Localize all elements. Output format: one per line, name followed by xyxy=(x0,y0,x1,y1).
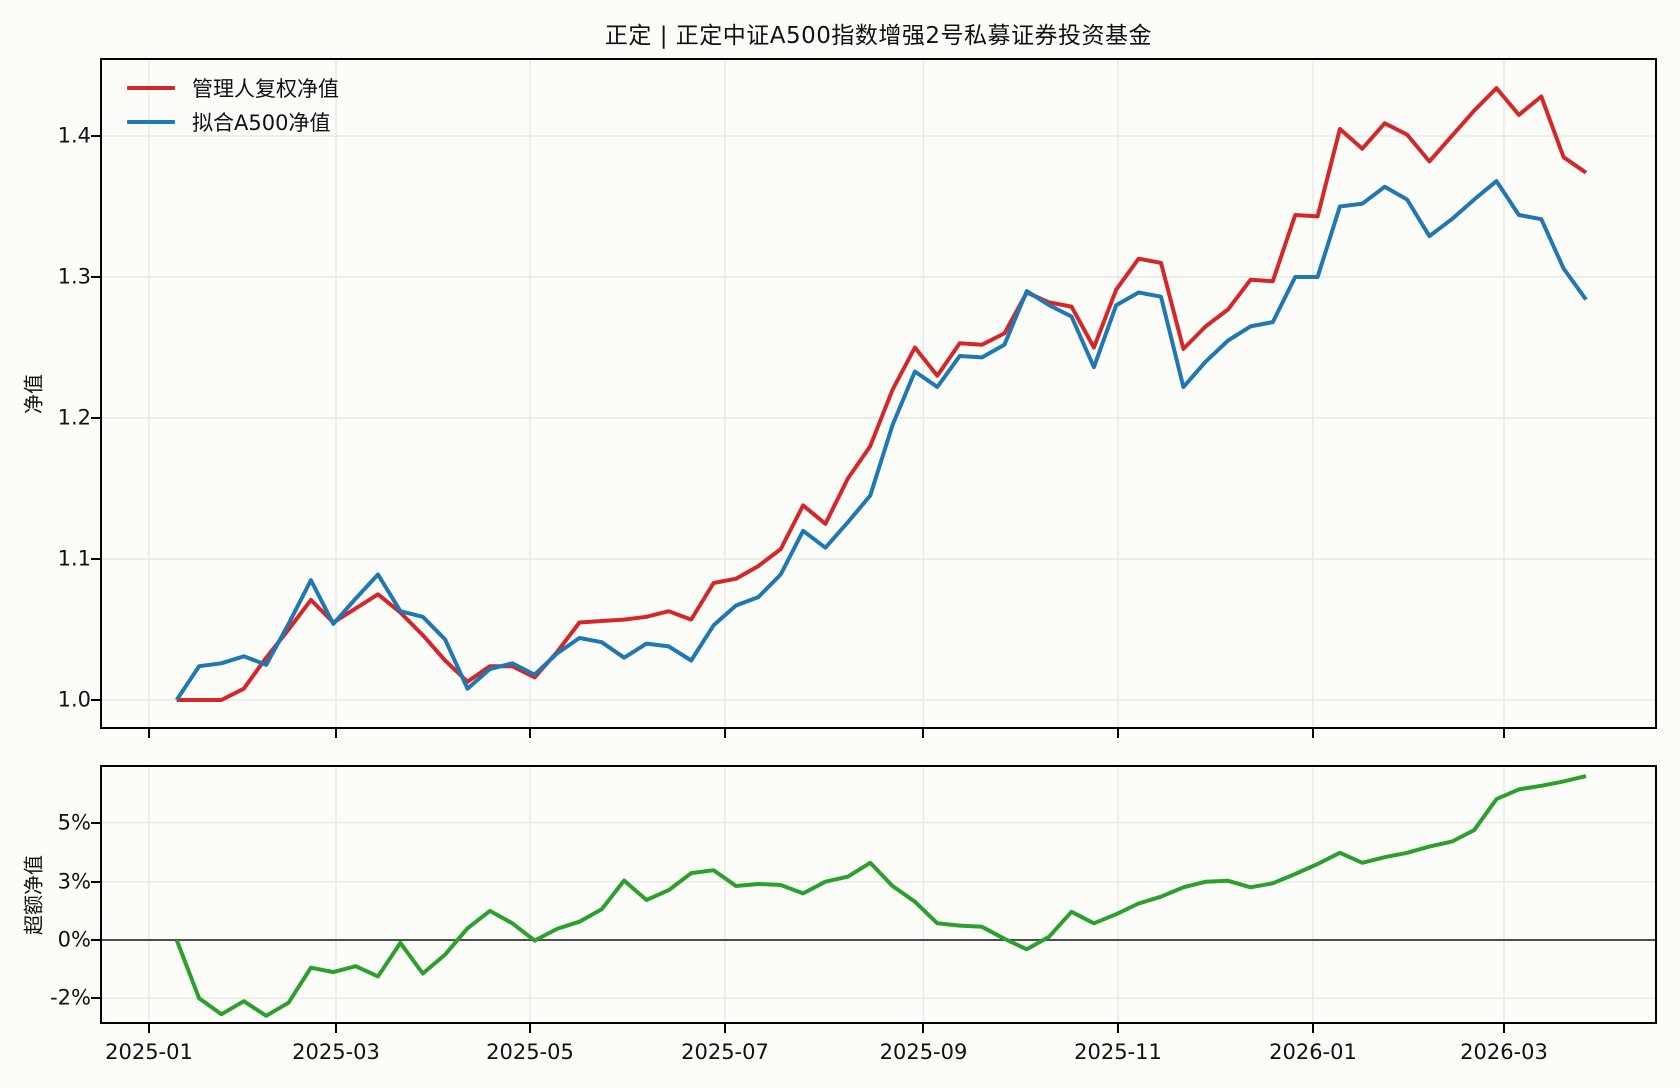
y-tick-label: 5% xyxy=(57,810,91,835)
y-tick-label: 1.2 xyxy=(57,405,91,430)
x-tick-mark xyxy=(147,729,150,738)
y-tick-label: 0% xyxy=(57,927,91,952)
y-tick-mark xyxy=(91,880,100,883)
x-tick-mark xyxy=(528,729,531,738)
x-tick-mark xyxy=(1502,1024,1505,1033)
x-tick-mark xyxy=(1116,1024,1119,1033)
y-tick-label: -2% xyxy=(50,985,91,1010)
fitted-index-line-swatch xyxy=(127,120,175,124)
x-tick-label: 2025-11 xyxy=(1074,1040,1162,1064)
x-tick-label: 2025-07 xyxy=(681,1040,769,1064)
series-line-excess xyxy=(174,774,1587,1018)
chart-title: 正定 | 正定中证A500指数增强2号私募证券投资基金 xyxy=(604,23,1153,49)
legend-label-fitted-index: 拟合A500净值 xyxy=(192,111,331,135)
y-tick-mark xyxy=(91,558,100,560)
x-tick-mark xyxy=(723,1024,726,1033)
panel-spine xyxy=(100,58,1657,729)
x-tick-label: 2026-03 xyxy=(1460,1040,1548,1064)
x-tick-label: 2025-03 xyxy=(292,1040,380,1064)
gridlines xyxy=(100,58,1657,729)
x-tick-mark xyxy=(1311,1024,1314,1033)
x-tick-mark xyxy=(528,1024,531,1033)
manager-nav-line-swatch xyxy=(127,86,175,90)
y-tick-label: 1.0 xyxy=(57,687,91,712)
gridlines xyxy=(100,765,1657,1024)
legend-label-manager-nav: 管理人复权净值 xyxy=(192,77,339,101)
excess-chart-panel xyxy=(100,765,1657,1024)
x-tick-mark xyxy=(723,729,726,738)
y-axis-title-excess: 超额净值 xyxy=(21,855,46,935)
y-tick-mark xyxy=(91,821,100,824)
x-tick-mark xyxy=(1116,729,1119,738)
series-line-fitted_index xyxy=(175,179,1588,702)
y-tick-label: 1.1 xyxy=(57,546,91,571)
y-tick-label: 3% xyxy=(57,869,91,894)
series-line-manager_nav xyxy=(176,86,1588,702)
legend: 管理人复权净值 拟合A500净值 xyxy=(127,71,339,139)
x-tick-mark xyxy=(922,729,925,738)
x-tick-label: 2025-09 xyxy=(879,1040,968,1064)
x-tick-mark xyxy=(1502,729,1505,738)
x-tick-label: 2026-01 xyxy=(1269,1040,1357,1064)
legend-item-fitted-index: 拟合A500净值 xyxy=(127,105,339,139)
y-tick-label: 1.3 xyxy=(57,264,91,289)
y-tick-mark xyxy=(91,417,100,419)
x-tick-mark xyxy=(335,729,337,738)
x-tick-label: 2025-05 xyxy=(486,1040,574,1064)
y-tick-mark xyxy=(91,699,100,701)
x-tick-mark xyxy=(147,1024,150,1033)
legend-item-manager-nav: 管理人复权净值 xyxy=(127,71,339,105)
x-tick-mark xyxy=(335,1024,337,1033)
y-tick-mark xyxy=(91,997,100,1000)
y-tick-label: 1.4 xyxy=(57,123,91,148)
x-tick-mark xyxy=(1311,729,1314,738)
y-tick-mark xyxy=(91,939,100,941)
x-tick-mark xyxy=(922,1024,925,1033)
y-tick-mark xyxy=(91,135,100,137)
nav-chart-panel xyxy=(100,58,1657,729)
x-tick-label: 2025-01 xyxy=(105,1040,193,1064)
y-tick-mark xyxy=(91,276,100,278)
panel-spine xyxy=(100,765,1657,1024)
